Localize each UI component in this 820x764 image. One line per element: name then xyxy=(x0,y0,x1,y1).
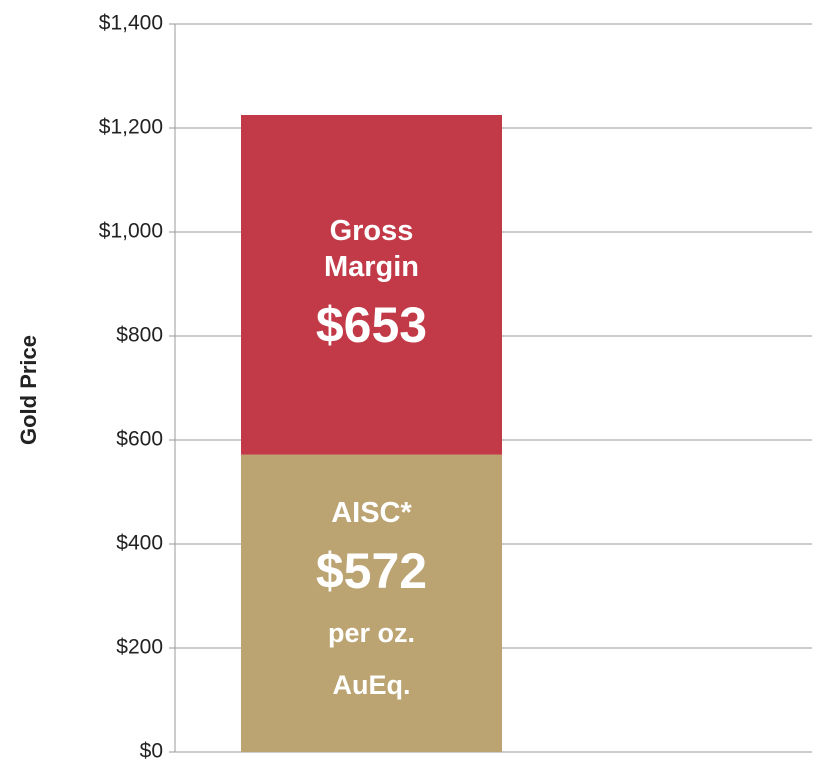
segment-label: Gross Margin $653 xyxy=(241,115,502,455)
annotation: per oz. AuEq. xyxy=(327,618,415,701)
y-tick-label: $800 xyxy=(116,324,163,347)
y-tick-label: $1,400 xyxy=(99,12,163,35)
y-tick-label: $400 xyxy=(116,532,163,555)
segment-label: AISC* $572 per oz. AuEq. xyxy=(241,455,502,752)
y-tick-label: $1,200 xyxy=(99,116,163,139)
data-label: $572 xyxy=(315,543,428,600)
y-tick-label: $200 xyxy=(116,636,163,659)
y-tick-label: $600 xyxy=(116,428,163,451)
data-label: $653 xyxy=(315,296,428,353)
y-tick-label: $1,000 xyxy=(99,220,163,243)
y-axis-label: Gold Price xyxy=(16,335,41,445)
bar-segment xyxy=(241,454,502,752)
bar-segment xyxy=(241,115,502,455)
y-tick-label: $0 xyxy=(140,740,163,763)
series-name: AISC* xyxy=(331,497,412,530)
series-name: Gross Margin xyxy=(323,214,420,283)
